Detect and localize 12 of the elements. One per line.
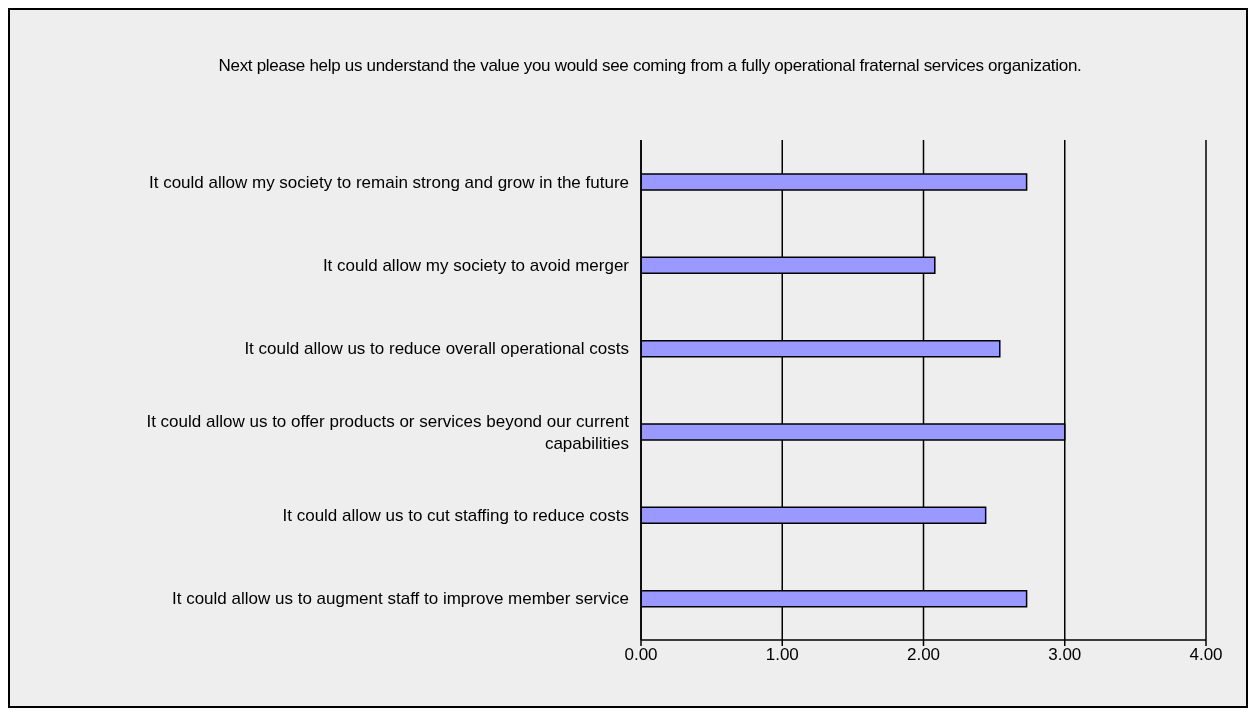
y-tick-label: It could allow us to cut staffing to reduce costs [282,505,629,525]
y-tick-label: It could allow us to offer products or services beyond our current capabilities [146,411,630,453]
y-tick-label: It could allow my society to avoid merger [322,255,630,275]
chart-title: Next please help us understand the value you would see coming from a fully operational fraternal services organization. [217,55,1083,77]
x-tick-label: 3.00 [1048,645,1082,665]
y-tick-label: It could allow us to reduce overall operational costs [244,338,629,358]
x-tick-label: 4.00 [1189,645,1223,665]
x-tick-label: 2.00 [906,645,941,665]
y-tick-label: It could allow my society to remain strong and grow in the future [148,172,629,192]
y-tick-label: It could allow us to augment staff to improve member service [172,588,629,608]
x-tick-label: 1.00 [765,645,799,665]
x-tick-label: 0.00 [624,645,658,665]
